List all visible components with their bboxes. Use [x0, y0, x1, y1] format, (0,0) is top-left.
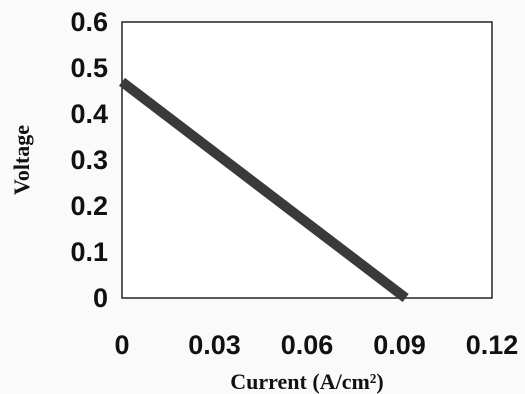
y-tick-label: 0.5 [70, 53, 108, 83]
y-tick-label: 0.4 [70, 99, 108, 129]
x-tick-label: 0.06 [281, 330, 334, 360]
y-tick-label: 0.6 [70, 7, 108, 37]
y-tick-label: 0.2 [70, 191, 108, 221]
y-tick-labels: 0 0.1 0.2 0.3 0.4 0.5 0.6 [70, 7, 108, 313]
series-line [118, 77, 409, 302]
y-tick-label: 0.1 [70, 237, 108, 267]
x-tick-label: 0 [114, 330, 129, 360]
x-tick-label: 0.09 [373, 330, 426, 360]
x-tick-labels: 0 0.03 0.06 0.09 0.12 [114, 330, 518, 360]
y-tick-label: 0 [93, 283, 108, 313]
x-axis-title: Current (A/cm²) [230, 369, 383, 394]
x-tick-label: 0.12 [466, 330, 519, 360]
series-layer [118, 77, 409, 302]
y-tick-label: 0.3 [70, 145, 108, 175]
y-axis-title: Voltage [9, 125, 34, 195]
x-tick-label: 0.03 [188, 330, 241, 360]
plot-area [121, 21, 493, 299]
